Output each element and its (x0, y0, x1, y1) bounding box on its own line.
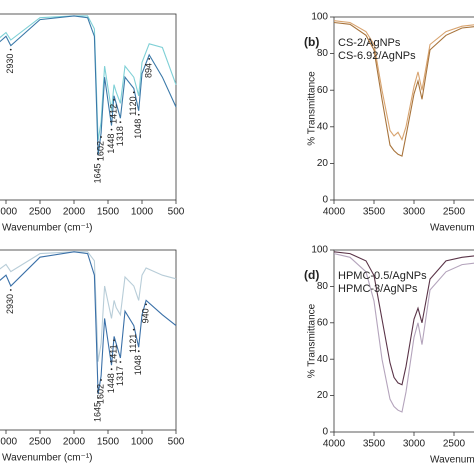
y-tick-label: 60 (317, 317, 329, 328)
x-axis-title: Wavenumber (cm⁻¹) (430, 223, 474, 234)
peak-dot (145, 303, 147, 306)
peak-label: 1317 (115, 366, 125, 386)
peak-label: 1048 (133, 355, 143, 375)
series-line (0, 251, 177, 395)
y-tick-label: 20 (317, 390, 329, 401)
y-axis-title: % Transmittance (307, 303, 318, 378)
peak-label: 1602 (95, 141, 105, 161)
peak-label: 1120 (128, 96, 138, 115)
peak-dot (148, 58, 151, 60)
peak-dot (100, 136, 102, 138)
peak-label: 940 (140, 308, 150, 323)
plot-frame (0, 249, 177, 431)
x-tick-label: 500 (168, 437, 185, 448)
peak-label: 1448 (106, 134, 116, 154)
peak-dot (113, 98, 115, 101)
peak-dot (9, 289, 12, 291)
series-line (0, 251, 177, 362)
peak-label: 1411 (108, 344, 118, 363)
series-line (0, 15, 177, 141)
x-tick-label: 1500 (97, 437, 120, 448)
x-tick-label: 4000 (323, 207, 346, 218)
peak-dot (100, 379, 102, 381)
panel-label: (b) (304, 35, 319, 49)
y-tick-label: 80 (317, 281, 329, 292)
x-axis-title: Wavenumber (cm⁻¹) (2, 453, 92, 464)
x-tick-label: 1000 (131, 437, 154, 448)
peak-dot (110, 368, 113, 371)
x-tick-label: 3500 (363, 439, 386, 450)
peak-dot (132, 91, 135, 94)
series-line (0, 15, 177, 156)
peak-label: 2930 (5, 54, 15, 74)
peak-dot (97, 397, 100, 399)
y-tick-label: 20 (317, 158, 329, 169)
peak-dot (137, 350, 140, 353)
peak-label: 1448 (106, 373, 116, 393)
legend-entry: HPMC-3/AgNPs (338, 283, 418, 295)
x-tick-label: 2500 (443, 207, 466, 218)
peak-label: 1412 (108, 104, 118, 124)
peak-dot (113, 339, 115, 342)
x-tick-label: 2000 (63, 437, 86, 448)
x-tick-label: 3500 (363, 207, 386, 218)
y-tick-label: 40 (317, 121, 329, 132)
x-tick-label: 3000 (0, 437, 18, 448)
x-tick-label: 2500 (443, 439, 466, 450)
legend-entry: HPMC-0.5/AgNPs (338, 270, 427, 282)
x-axis-title: Wavenumber (cm⁻¹) (2, 223, 92, 234)
series-line (333, 253, 474, 413)
x-tick-label: 500 (168, 207, 185, 218)
x-tick-label: 3000 (403, 439, 426, 450)
y-tick-label: 0 (322, 195, 328, 206)
legend-entry: CS-6.92/AgNPs (338, 50, 416, 62)
peak-dot (110, 128, 113, 131)
peak-dot (137, 113, 140, 116)
y-tick-label: 0 (322, 427, 328, 438)
x-axis-title: Wavenumber (cm⁻¹) (430, 455, 474, 466)
panel-label: (d) (304, 268, 319, 282)
y-tick-label: 40 (317, 354, 329, 365)
peak-label: 894 (144, 63, 154, 78)
x-tick-label: 3000 (0, 207, 18, 218)
x-tick-label: 2000 (63, 207, 86, 218)
peak-dot (119, 121, 122, 124)
peak-label: 1121 (128, 334, 138, 353)
peak-label: 1318 (115, 126, 125, 146)
legend-entry: CS-2/AgNPs (338, 37, 401, 49)
peak-dot (132, 328, 135, 331)
peak-label: 1645 (93, 163, 103, 183)
y-tick-label: 100 (311, 245, 328, 256)
y-axis-title: % Transmittance (307, 71, 318, 146)
x-tick-label: 2500 (29, 437, 52, 448)
y-tick-label: 100 (311, 12, 328, 23)
x-tick-label: 1500 (97, 207, 120, 218)
series-line (333, 21, 474, 157)
y-tick-label: 60 (317, 85, 329, 96)
peak-dot (97, 158, 100, 161)
peak-dot (9, 48, 12, 51)
plot-frame (333, 16, 474, 201)
peak-label: 1048 (133, 119, 143, 139)
series-line (333, 20, 474, 141)
x-tick-label: 2500 (29, 207, 52, 218)
peak-dot (119, 361, 122, 363)
x-tick-label: 4000 (323, 439, 346, 450)
peak-label: 2930 (5, 294, 15, 314)
peak-label: 1645 (93, 402, 103, 422)
x-tick-label: 1000 (131, 207, 154, 218)
peak-label: 1602 (95, 384, 105, 404)
plot-frame (333, 249, 474, 433)
y-tick-label: 80 (317, 48, 329, 59)
series-line (333, 251, 474, 386)
plot-frame (0, 13, 177, 201)
x-tick-label: 3000 (403, 207, 426, 218)
